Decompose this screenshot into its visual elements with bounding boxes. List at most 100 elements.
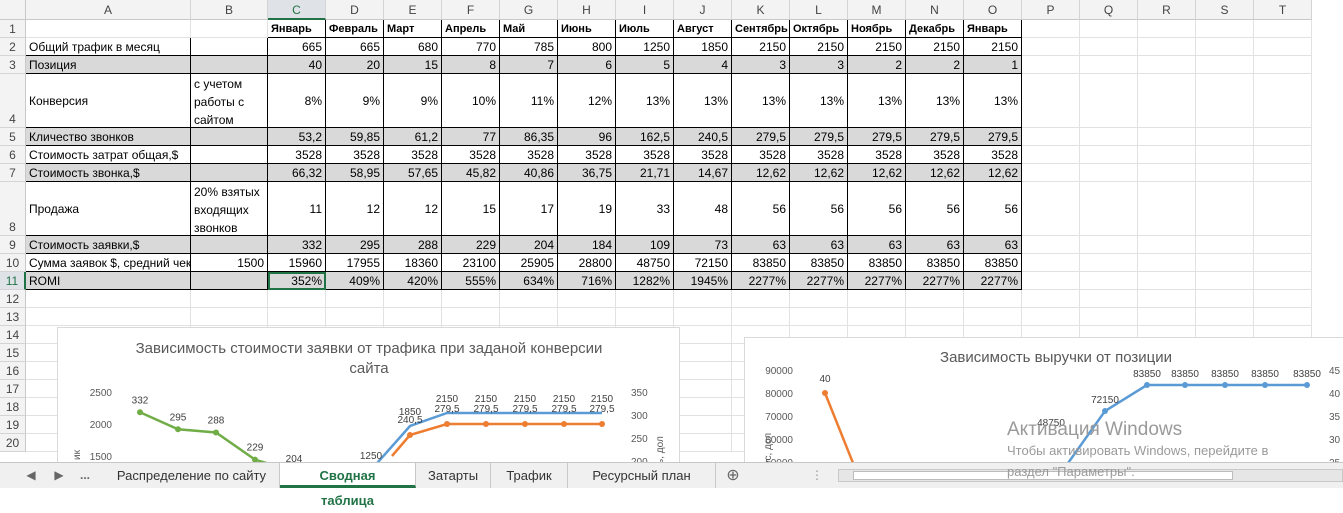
value-cell[interactable]: 13% <box>674 74 732 128</box>
value-cell[interactable]: 288 <box>384 236 442 254</box>
column-header-r[interactable]: R <box>1138 0 1196 20</box>
column-header-d[interactable]: D <box>326 0 384 20</box>
cell[interactable] <box>1138 56 1196 74</box>
cell[interactable] <box>326 308 384 326</box>
cell[interactable] <box>191 308 268 326</box>
cell[interactable] <box>1254 308 1312 326</box>
chart-revenue-vs-position[interactable]: Зависимость выручки от позиции 90000 80000… <box>744 337 1343 462</box>
value-cell[interactable]: 12,62 <box>790 164 848 182</box>
value-cell[interactable]: 66,32 <box>268 164 326 182</box>
cell[interactable] <box>1022 164 1080 182</box>
cell[interactable] <box>1138 272 1196 290</box>
cell[interactable] <box>384 308 442 326</box>
value-cell[interactable]: 4 <box>674 56 732 74</box>
value-cell[interactable]: 3528 <box>500 146 558 164</box>
value-cell[interactable]: 21,71 <box>616 164 674 182</box>
value-cell[interactable]: 279,5 <box>848 128 906 146</box>
cell[interactable] <box>1022 146 1080 164</box>
value-cell[interactable]: 56 <box>732 182 790 236</box>
value-cell[interactable]: 770 <box>442 38 500 56</box>
row-header-17[interactable]: 17 <box>0 380 26 398</box>
value-cell[interactable]: 229 <box>442 236 500 254</box>
cell[interactable] <box>616 290 674 308</box>
value-cell[interactable]: 63 <box>732 236 790 254</box>
cell[interactable] <box>1138 308 1196 326</box>
column-header-e[interactable]: E <box>384 0 442 20</box>
chart-cost-vs-traffic[interactable]: Зависимость стоимости заявки от трафика … <box>57 327 680 462</box>
value-cell[interactable]: 8% <box>268 74 326 128</box>
value-cell[interactable]: 73 <box>674 236 732 254</box>
cell[interactable] <box>1138 164 1196 182</box>
value-cell[interactable]: 18360 <box>384 254 442 272</box>
value-cell[interactable]: 3 <box>732 56 790 74</box>
column-header-p[interactable]: P <box>1022 0 1080 20</box>
tab-more-button[interactable]: ... <box>79 468 90 482</box>
row-header-7[interactable]: 7 <box>0 164 26 182</box>
column-header-g[interactable]: G <box>500 0 558 20</box>
row-header-18[interactable]: 18 <box>0 398 26 416</box>
value-cell[interactable]: 1 <box>964 56 1022 74</box>
cell[interactable] <box>191 56 268 74</box>
cell[interactable] <box>674 380 732 398</box>
column-header-b[interactable]: B <box>191 0 268 20</box>
column-header-k[interactable]: K <box>732 0 790 20</box>
value-cell[interactable]: 17955 <box>326 254 384 272</box>
value-cell[interactable]: 555% <box>442 272 500 290</box>
cell[interactable] <box>1138 254 1196 272</box>
row-label[interactable]: Продажа <box>26 182 191 236</box>
value-cell[interactable]: 59,85 <box>326 128 384 146</box>
cell[interactable] <box>674 398 732 416</box>
sheet-tab[interactable]: Затарты <box>416 463 491 488</box>
value-cell[interactable]: 2150 <box>906 38 964 56</box>
value-cell[interactable]: 9% <box>384 74 442 128</box>
cell[interactable] <box>1254 56 1312 74</box>
row-header-13[interactable]: 13 <box>0 308 26 326</box>
cell[interactable] <box>1196 308 1254 326</box>
value-cell[interactable]: 83850 <box>964 254 1022 272</box>
value-cell[interactable]: 3528 <box>674 146 732 164</box>
cell[interactable] <box>616 308 674 326</box>
month-header[interactable]: Октябрь <box>790 20 848 38</box>
cell[interactable] <box>26 308 191 326</box>
value-cell[interactable]: 48750 <box>616 254 674 272</box>
value-cell[interactable]: 279,5 <box>906 128 964 146</box>
column-header-a[interactable]: A <box>26 0 191 20</box>
row-header-5[interactable]: 5 <box>0 128 26 146</box>
value-cell[interactable]: 665 <box>268 38 326 56</box>
cell[interactable] <box>1080 128 1138 146</box>
value-cell[interactable]: 56 <box>790 182 848 236</box>
month-header[interactable]: Апрель <box>442 20 500 38</box>
value-cell[interactable]: 13% <box>790 74 848 128</box>
cell[interactable] <box>732 308 790 326</box>
value-cell[interactable]: 14,67 <box>674 164 732 182</box>
row-label[interactable]: Конверсия <box>26 74 191 128</box>
cell[interactable] <box>1080 290 1138 308</box>
value-cell[interactable]: 96 <box>558 128 616 146</box>
column-header-h[interactable]: H <box>558 0 616 20</box>
value-cell[interactable]: 2277% <box>790 272 848 290</box>
value-cell[interactable]: 680 <box>384 38 442 56</box>
note-cell[interactable]: с учетом работы с сайтом <box>191 74 268 128</box>
cell[interactable] <box>906 290 964 308</box>
value-cell[interactable]: 56 <box>906 182 964 236</box>
value-cell[interactable]: 295 <box>326 236 384 254</box>
cell[interactable] <box>1022 272 1080 290</box>
column-header-q[interactable]: Q <box>1080 0 1138 20</box>
value-cell[interactable]: 3528 <box>268 146 326 164</box>
sheet-tab[interactable]: Распределение по сайту <box>104 463 280 488</box>
cell[interactable] <box>326 290 384 308</box>
value-cell[interactable]: 63 <box>906 236 964 254</box>
cell[interactable] <box>1080 146 1138 164</box>
value-cell[interactable]: 3528 <box>906 146 964 164</box>
value-cell[interactable]: 12 <box>326 182 384 236</box>
row-header-12[interactable]: 12 <box>0 290 26 308</box>
value-cell[interactable]: 2150 <box>964 38 1022 56</box>
value-cell[interactable]: 9% <box>326 74 384 128</box>
month-header[interactable]: Февраль <box>326 20 384 38</box>
value-cell[interactable]: 634% <box>500 272 558 290</box>
cell[interactable] <box>1254 20 1312 38</box>
value-cell[interactable]: 2277% <box>732 272 790 290</box>
value-cell[interactable]: 12% <box>558 74 616 128</box>
value-cell[interactable]: 12,62 <box>964 164 1022 182</box>
row-header-14[interactable]: 14 <box>0 326 26 344</box>
